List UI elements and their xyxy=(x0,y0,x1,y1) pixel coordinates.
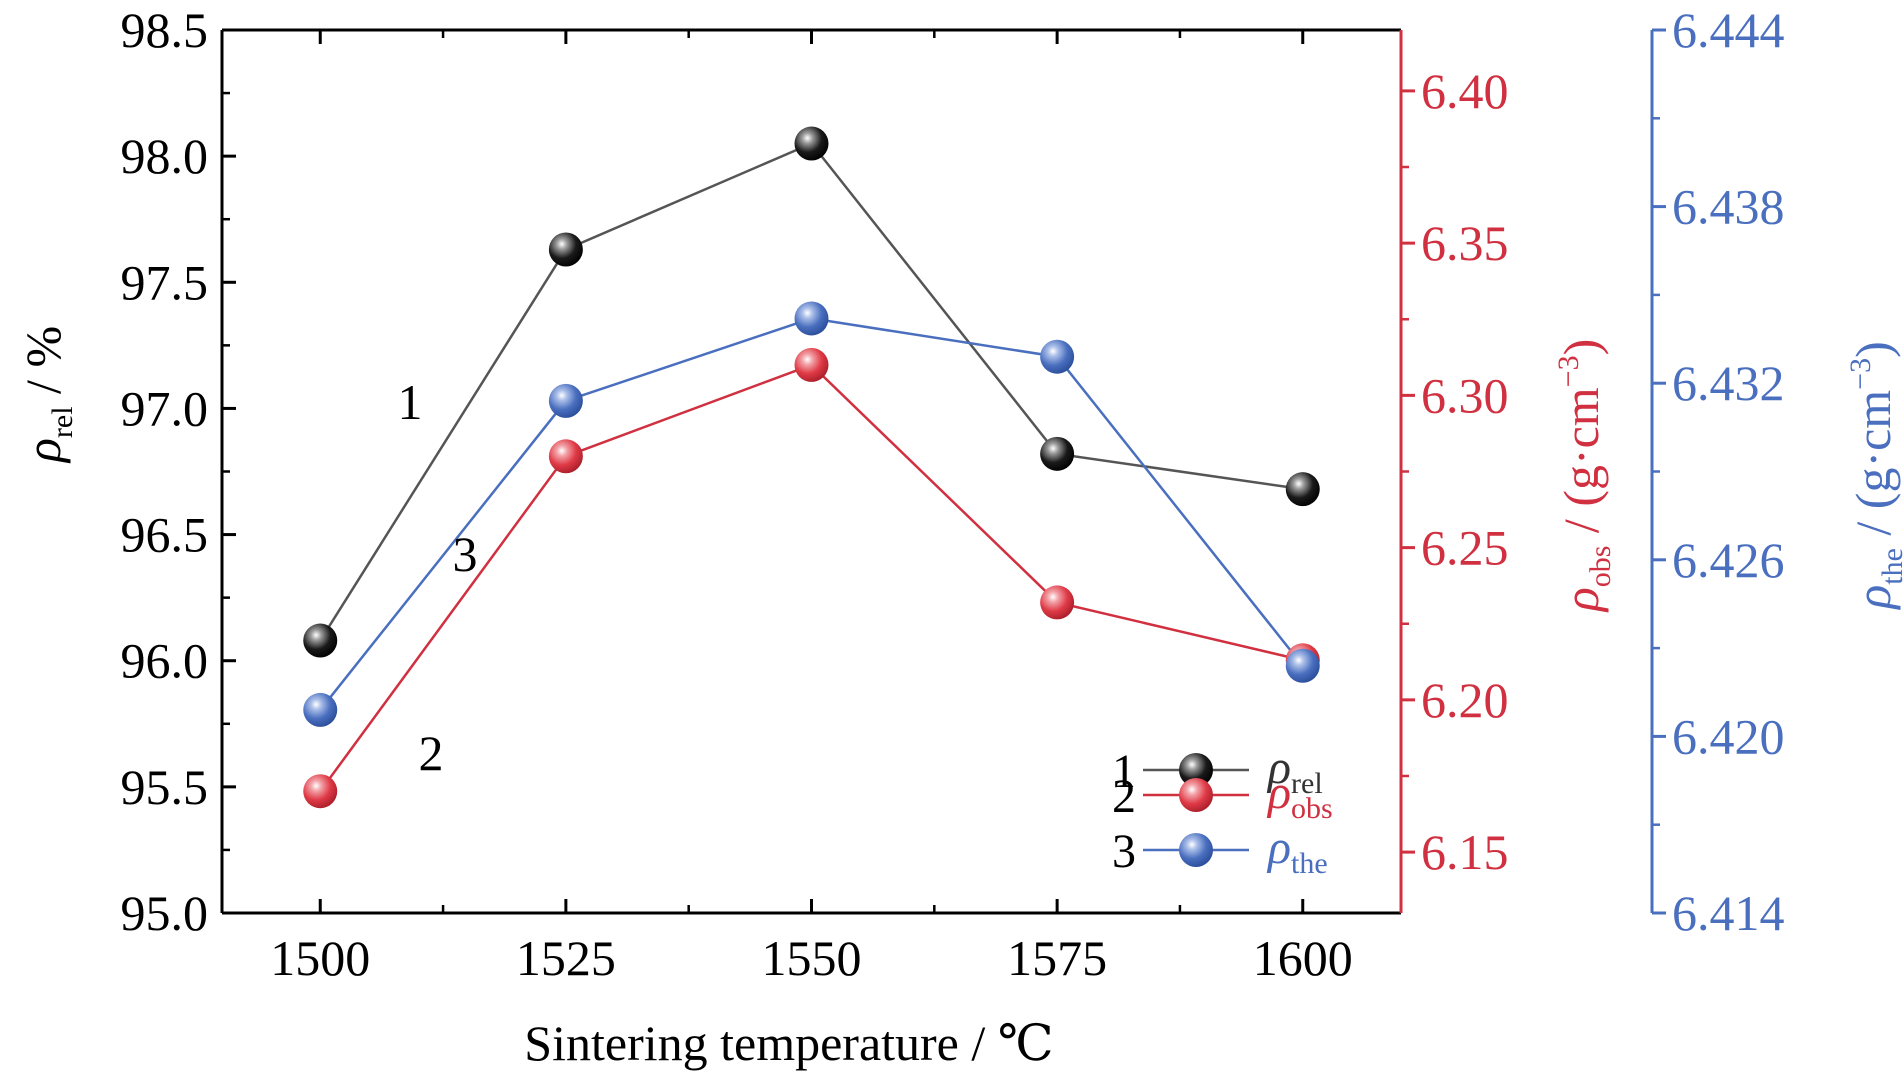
legend-marker xyxy=(1179,778,1213,812)
legend-item-3: 3 ρthe xyxy=(1112,821,1328,880)
right-red-axis-title: ρobs / (g·cm−3) xyxy=(1552,339,1617,614)
blue-tick-label: 6.444 xyxy=(1672,2,1785,58)
x-tick-label: 1600 xyxy=(1253,930,1353,986)
x-tick-label: 1550 xyxy=(762,930,862,986)
blue-tick-label: 6.420 xyxy=(1672,708,1785,764)
left-tick-label: 98.0 xyxy=(121,128,209,184)
blue-tick-label: 6.432 xyxy=(1672,355,1785,411)
red-tick-label: 6.20 xyxy=(1421,672,1509,728)
red-tick-label: 6.15 xyxy=(1421,824,1509,880)
x-tick-label: 1575 xyxy=(1007,930,1107,986)
right-blue-axis-title: ρthe / (g·cm−3) xyxy=(1844,341,1904,611)
x-tick-label: 1500 xyxy=(270,930,370,986)
left-tick-label: 95.5 xyxy=(121,759,209,815)
data-point-series-2-1550 xyxy=(794,347,829,382)
data-point-series-3-1575 xyxy=(1040,339,1075,374)
legend-label: ρrel xyxy=(1266,741,1323,800)
legend-item-1: 1 ρrel xyxy=(1112,741,1323,800)
data-point-series-3-1550 xyxy=(794,301,829,336)
data-point-series-1-1525 xyxy=(548,232,583,267)
left-tick-label: 97.5 xyxy=(121,254,209,310)
red-tick-label: 6.40 xyxy=(1421,63,1509,119)
left-tick-label: 95.0 xyxy=(121,885,209,941)
blue-tick-label: 6.426 xyxy=(1672,532,1785,588)
legend-number: 3 xyxy=(1112,825,1136,878)
legend-number: 2 xyxy=(1112,770,1136,823)
curve-label-1: 1 xyxy=(398,374,423,430)
red-tick-label: 6.30 xyxy=(1421,367,1509,423)
series-markers xyxy=(303,126,1320,809)
data-point-series-2-1500 xyxy=(303,774,338,809)
series-lines xyxy=(319,142,1304,792)
curve-label-3: 3 xyxy=(453,526,478,582)
curve-labels: 1 2 3 xyxy=(398,374,478,781)
left-tick-label: 96.5 xyxy=(121,507,209,563)
data-point-series-3-1500 xyxy=(303,692,338,727)
legend-marker xyxy=(1179,833,1213,867)
data-point-series-1-1550 xyxy=(794,126,829,161)
data-point-series-1-1500 xyxy=(303,623,338,658)
legend: 1 ρrel 2 ρobs 3 ρthe xyxy=(1112,741,1333,880)
legend-marker xyxy=(1179,753,1213,787)
data-point-series-1-1600 xyxy=(1285,472,1320,507)
legend-number: 1 xyxy=(1112,745,1136,798)
red-tick-label: 6.25 xyxy=(1421,520,1509,576)
left-axis-title: ρrel / % xyxy=(15,326,79,464)
left-tick-label: 98.5 xyxy=(121,2,209,58)
blue-tick-label: 6.414 xyxy=(1672,885,1785,941)
x-axis-title: Sintering temperature / ℃ xyxy=(524,1015,1053,1071)
data-point-series-3-1600 xyxy=(1285,648,1320,683)
red-tick-label: 6.35 xyxy=(1421,215,1509,271)
data-point-series-3-1525 xyxy=(548,383,583,418)
legend-item-2: 2 ρobs xyxy=(1112,766,1333,825)
blue-tick-label: 6.438 xyxy=(1672,179,1785,235)
legend-label: ρobs xyxy=(1266,766,1333,825)
legend-label: ρthe xyxy=(1266,821,1328,880)
axis-labels: Sintering temperature / ℃ ρrel / % ρobs … xyxy=(15,326,1904,1071)
data-point-series-1-1575 xyxy=(1040,436,1075,471)
left-tick-label: 96.0 xyxy=(121,633,209,689)
curve-label-2: 2 xyxy=(419,725,444,781)
data-point-series-2-1525 xyxy=(548,439,583,474)
axes-frame: 1500 1525 1550 1575 1600 95.0 95.5 96.0 96.5 97.0… xyxy=(121,2,1785,986)
x-tick-label: 1525 xyxy=(516,930,616,986)
data-point-series-2-1575 xyxy=(1040,585,1075,620)
left-tick-label: 97.0 xyxy=(121,380,209,436)
